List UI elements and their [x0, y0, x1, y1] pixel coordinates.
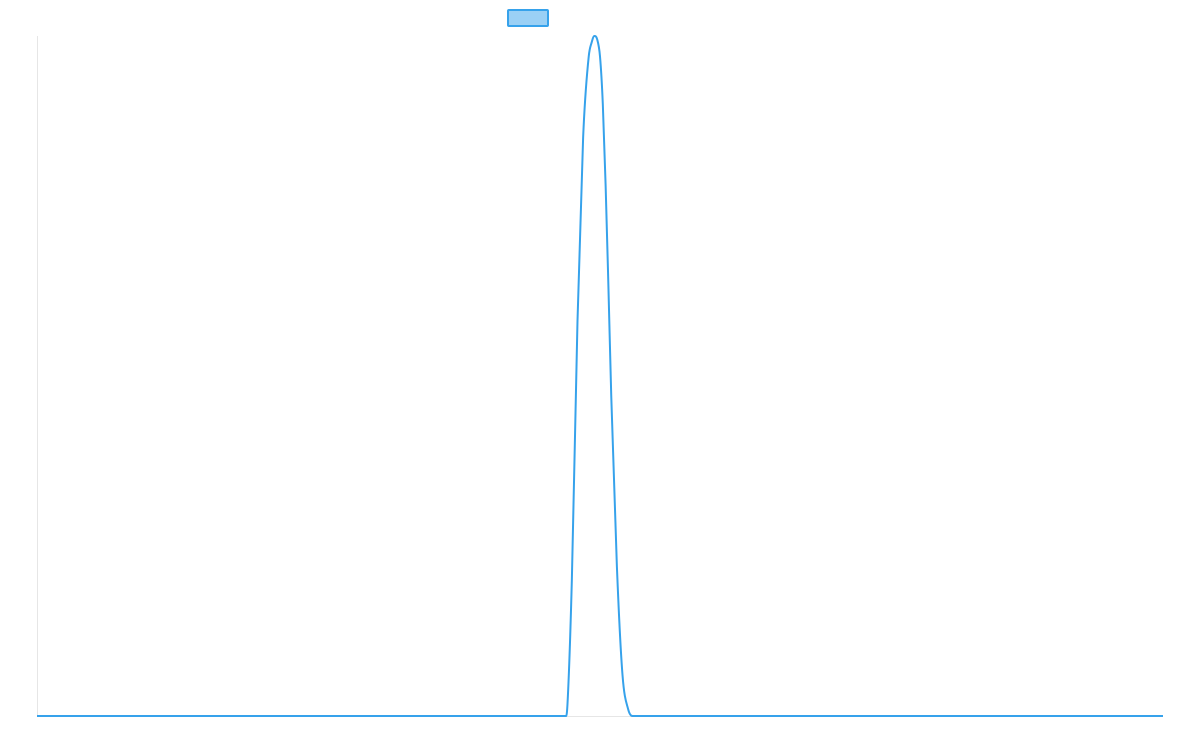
legend-swatch[interactable] [507, 9, 549, 27]
series-line-0 [37, 35, 1163, 718]
series-layer [37, 35, 1163, 718]
